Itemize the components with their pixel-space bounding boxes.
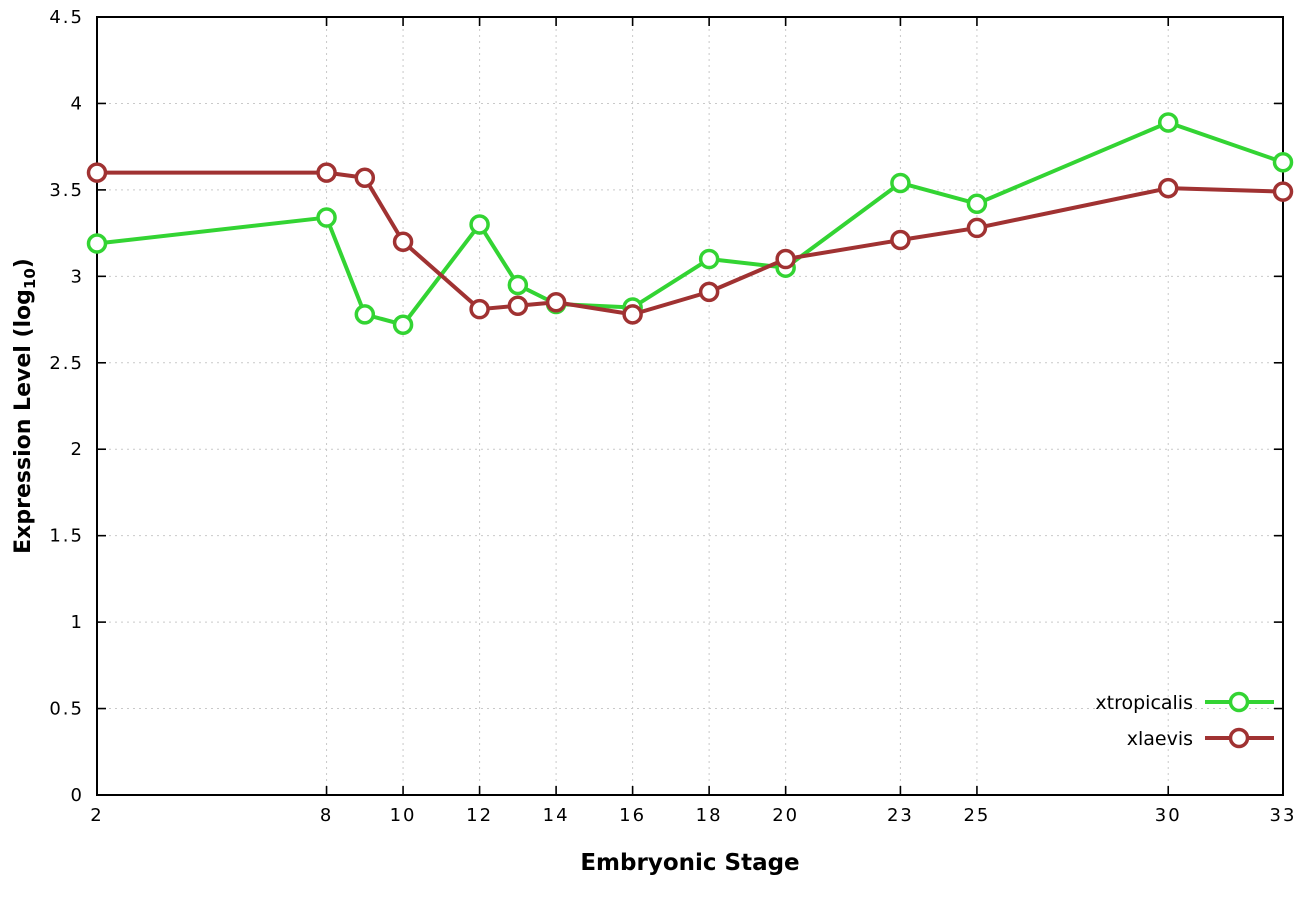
y-tick-label: 1 [71,612,84,633]
legend-label-xlaevis: xlaevis [1127,728,1193,750]
x-tick-label: 12 [466,805,493,826]
y-tick-label: 3 [71,266,84,287]
x-tick-label: 10 [390,805,417,826]
y-tick-label: 1.5 [49,526,84,547]
marker-xlaevis [86,162,108,183]
marker-xtropicalis [392,314,414,335]
marker-xtropicalis [86,233,108,254]
marker-xtropicalis [1157,112,1179,133]
y-tick-label: 2.5 [49,353,84,374]
x-tick-label: 23 [887,805,914,826]
marker-xlaevis [1272,181,1294,202]
marker-xlaevis [966,217,988,239]
marker-xlaevis [507,295,529,316]
y-axis-title-close: ) [10,258,36,269]
marker-xlaevis [545,292,567,313]
marker-xtropicalis [966,193,988,214]
marker-xtropicalis [316,207,337,228]
series-line-xlaevis [95,170,1285,317]
legend-label-xtropicalis: xtropicalis [1095,692,1193,714]
marker-xlaevis [775,248,796,270]
y-tick-label: 3.5 [49,180,84,201]
y-tick-label: 0 [71,785,84,806]
legend-marker-xlaevis [1228,727,1250,749]
marker-xlaevis [890,229,911,251]
marker-xlaevis [354,167,376,189]
marker-xlaevis [698,281,720,303]
y-axis-title: Expression Level (log10) [11,258,39,554]
x-tick-label: 20 [772,805,799,826]
marker-xtropicalis [469,214,490,235]
x-tick-label: 25 [963,805,990,826]
y-axis-title-text: Expression Level (log [10,289,36,554]
marker-xtropicalis [890,172,911,194]
marker-xtropicalis [354,304,376,325]
x-tick-label: 8 [320,805,333,826]
x-tick-label: 18 [696,805,723,826]
series-line-xtropicalis [95,120,1285,327]
marker-xtropicalis [507,274,529,296]
marker-xlaevis [622,304,643,325]
marker-xlaevis [316,162,337,183]
x-tick-label: 14 [543,805,570,826]
marker-xlaevis [1157,177,1179,199]
y-axis-title-subscript: 10 [21,268,40,290]
x-axis-title: Embryonic Stage [580,850,800,876]
marker-xlaevis [392,231,414,253]
x-tick-label: 2 [90,805,103,826]
y-tick-label: 4.5 [49,7,84,28]
y-tick-label: 2 [71,439,84,460]
legend-marker-xtropicalis [1228,691,1250,713]
x-tick-label: 30 [1155,805,1182,826]
y-tick-label: 4 [71,93,84,114]
y-tick-label: 0.5 [49,699,84,720]
plot-border [96,16,1284,796]
marker-xtropicalis [1272,151,1294,173]
x-tick-label: 16 [619,805,646,826]
x-tick-label: 33 [1270,805,1296,826]
marker-xtropicalis [698,248,720,270]
marker-xlaevis [469,298,490,320]
